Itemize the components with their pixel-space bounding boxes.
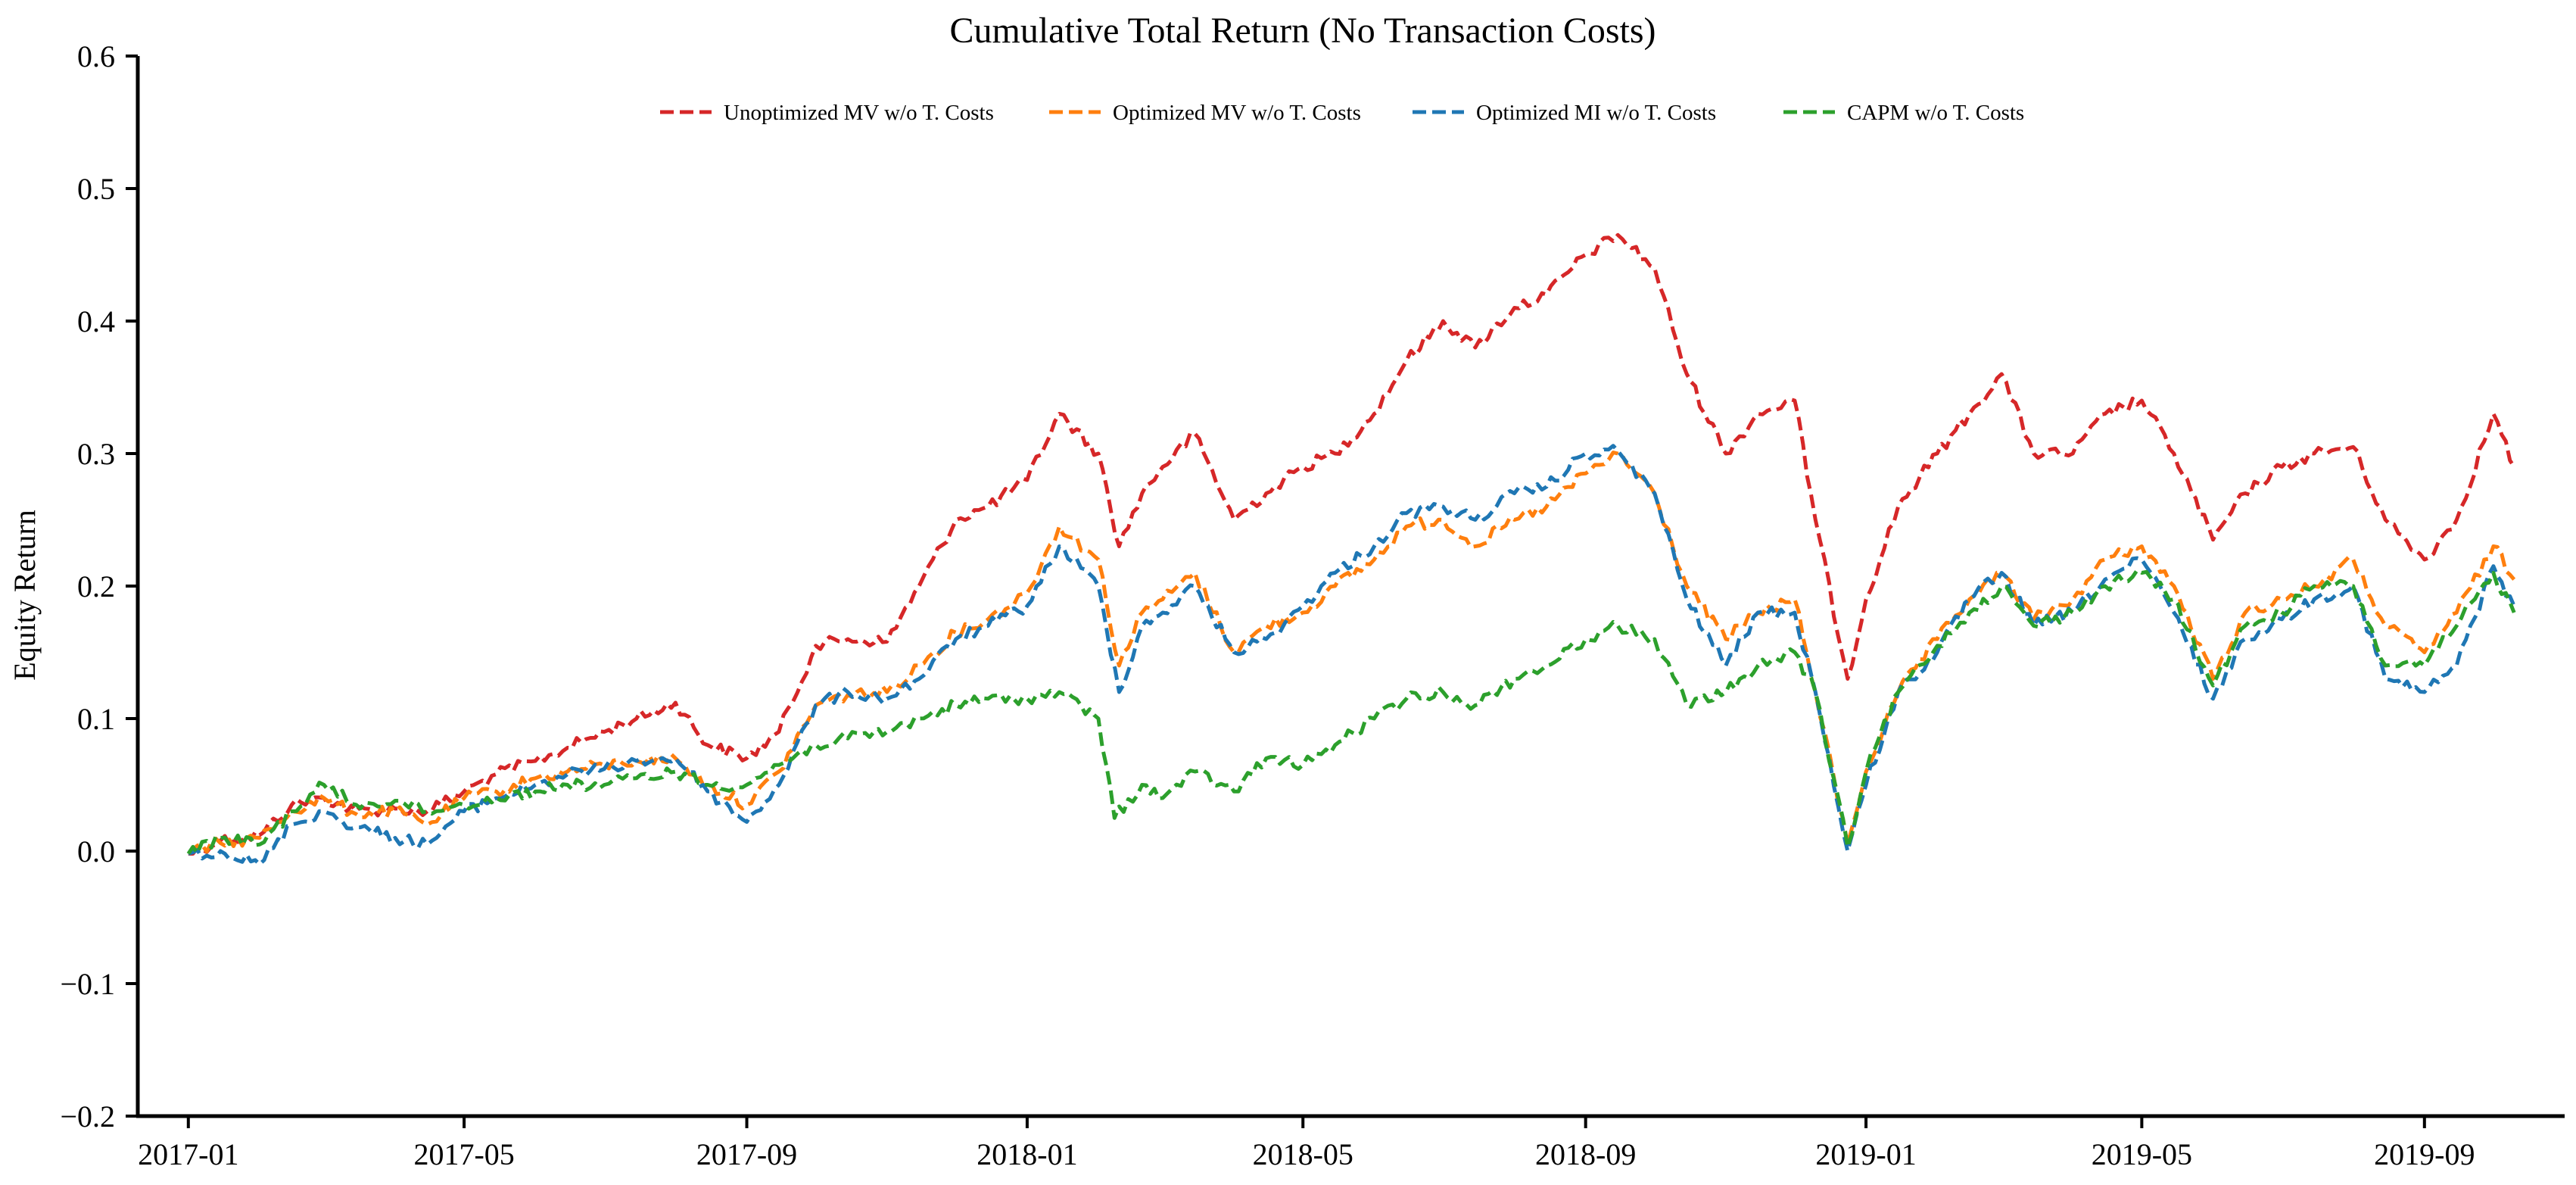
y-tick-label: 0.1 <box>77 702 115 736</box>
y-tick-label: −0.1 <box>60 967 115 1001</box>
y-tick-label: 0.2 <box>77 569 115 603</box>
chart-title: Cumulative Total Return (No Transaction … <box>949 11 1656 51</box>
y-tick-label: 0.6 <box>77 39 115 73</box>
series-line <box>187 451 2516 856</box>
legend: Unoptimized MV w/o T. Costs Optimized MV … <box>660 101 2024 125</box>
x-tick-label: 2019-05 <box>2092 1137 2192 1171</box>
y-ticks: −0.2 −0.1 0.0 0.1 0.2 0.3 0.4 0.5 0.6 <box>60 39 138 1134</box>
y-axis-label: Equity Return <box>8 510 42 681</box>
x-ticks: 2017-01 2017-05 2017-09 2018-01 2018-05 2018-… <box>138 1116 2475 1171</box>
legend-label: Optimized MI w/o T. Costs <box>1476 101 1716 125</box>
y-tick-label: 0.5 <box>77 172 115 206</box>
legend-label: Unoptimized MV w/o T. Costs <box>724 101 994 125</box>
x-tick-label: 2018-05 <box>1253 1137 1353 1171</box>
x-tick-label: 2017-09 <box>696 1137 797 1171</box>
y-tick-label: 0.0 <box>77 834 115 868</box>
x-tick-label: 2019-09 <box>2374 1137 2475 1171</box>
y-tick-label: 0.4 <box>77 304 115 338</box>
x-tick-label: 2017-05 <box>413 1137 514 1171</box>
x-tick-label: 2017-01 <box>138 1137 238 1171</box>
x-tick-label: 2018-09 <box>1535 1137 1636 1171</box>
x-tick-label: 2018-01 <box>977 1137 1077 1171</box>
series-line <box>188 232 2516 856</box>
plot-lines <box>186 232 2516 866</box>
series-line <box>188 444 2516 866</box>
x-tick-label: 2019-01 <box>1815 1137 1916 1171</box>
series-line <box>186 568 2516 856</box>
legend-label: Optimized MV w/o T. Costs <box>1113 101 1361 125</box>
y-tick-label: −0.2 <box>60 1099 115 1134</box>
legend-label: CAPM w/o T. Costs <box>1847 101 2024 125</box>
y-tick-label: 0.3 <box>77 437 115 471</box>
